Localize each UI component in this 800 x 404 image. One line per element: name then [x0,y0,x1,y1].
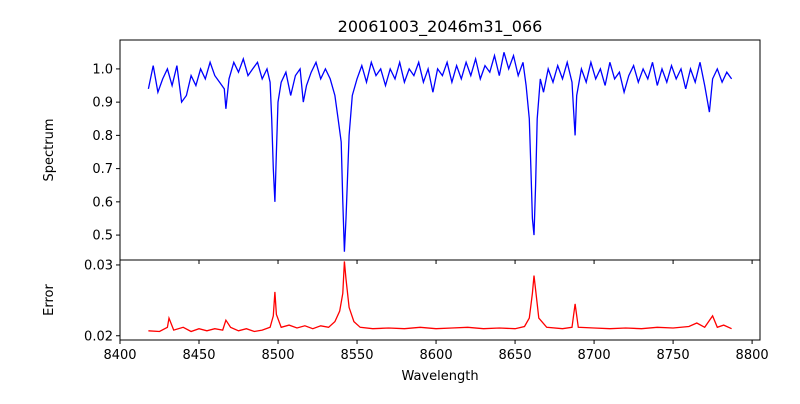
y-tick-label: 0.5 [92,229,113,244]
axes-frame [119,259,761,341]
x-tick-label: 8650 [499,348,532,363]
x-tick-label: 8500 [261,348,294,363]
error-axes: 0.02 0.03 8400 8450 8500 8550 8600 8650 8700 8750… [84,258,769,363]
y-tick-label: 0.9 [92,96,113,111]
x-tick-label: 8550 [340,348,373,363]
x-tick-label: 8400 [103,348,136,363]
x-tick-label: 8600 [420,348,453,363]
y-tick-label: 0.02 [84,329,113,344]
chart-title: 20061003_2046m31_066 [338,17,543,37]
x-tick-label: 8450 [182,348,215,363]
x-tick-label: 8800 [736,348,769,363]
x-tick-label: 8700 [578,348,611,363]
y-tick-label: 0.03 [84,258,113,273]
y-tick-label: 0.7 [92,162,113,177]
error-ylabel: Error [42,284,57,316]
spectrum-ylabel: Spectrum [42,119,57,182]
spectrum-axes: 0.5 0.6 0.7 0.8 0.9 1.0 [92,39,761,264]
y-tick-label: 0.8 [92,129,113,144]
spectrum-line [147,52,733,252]
y-tick-label: 0.6 [92,195,113,210]
error-line [148,261,732,333]
x-axis-label: Wavelength [401,369,478,384]
x-tick-label: 8750 [657,348,690,363]
y-tick-label: 1.0 [92,62,113,77]
